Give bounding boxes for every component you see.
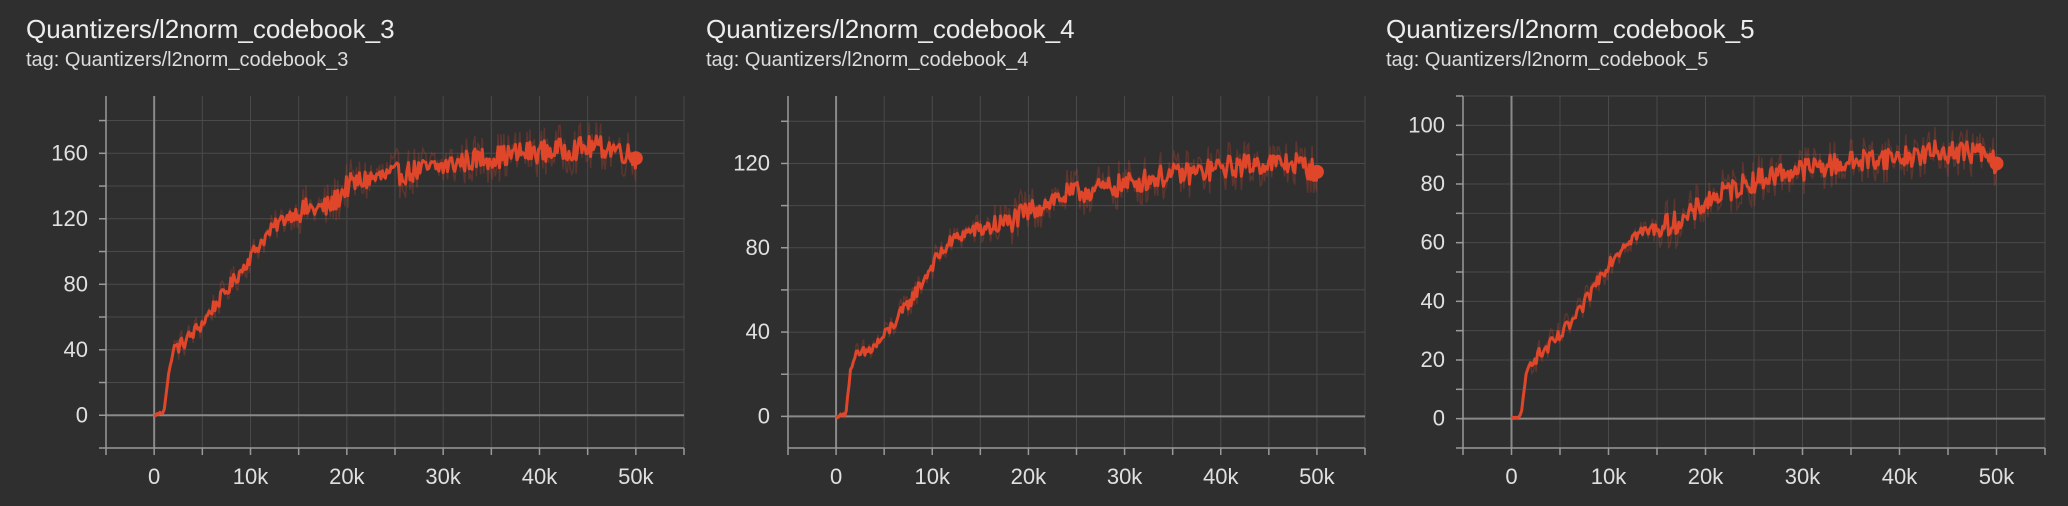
y-tick-label: 120 [51, 206, 88, 231]
x-tick-label: 40k [1882, 464, 1918, 489]
x-tick-label: 30k [1107, 464, 1143, 489]
y-tick-label: 80 [64, 271, 88, 296]
x-tick-label: 0 [148, 464, 160, 489]
chart-title: Quantizers/l2norm_codebook_5 [1386, 14, 1755, 44]
y-tick-label: 100 [1408, 112, 1445, 137]
series-line[interactable] [153, 134, 638, 418]
y-tick-label: 160 [51, 140, 88, 165]
x-tick-label: 20k [1011, 464, 1047, 489]
y-tick-label: 60 [1421, 230, 1445, 255]
chart-plot[interactable]: 0 10k 20k 30k 40k 50k 0 40 80 120 [680, 0, 1366, 506]
chart-title: Quantizers/l2norm_codebook_4 [706, 14, 1075, 44]
y-tick-label: 20 [1421, 347, 1445, 372]
x-tick-label: 10k [233, 464, 269, 489]
x-tick-label: 50k [1979, 464, 2015, 489]
chart-plot[interactable]: 0 10k 20k 30k 40k 50k 0 20 40 60 80 100 [1360, 0, 2046, 506]
x-tick-label: 20k [1688, 464, 1724, 489]
y-tick-label: 40 [64, 337, 88, 362]
y-tick-label: 40 [1421, 288, 1445, 313]
y-tick-label: 0 [758, 403, 770, 428]
chart-plot[interactable]: 0 10k 20k 30k 40k 50k 0 40 80 120 160 [0, 0, 685, 506]
series-line[interactable] [834, 152, 1319, 419]
series-line[interactable] [1511, 139, 1998, 420]
x-tick-label: 30k [425, 464, 461, 489]
y-tick-label: 0 [1433, 406, 1445, 431]
series-end-marker[interactable] [628, 151, 643, 166]
x-tick-label: 40k [522, 464, 558, 489]
x-tick-label: 10k [1591, 464, 1627, 489]
y-tick-label: 40 [746, 319, 770, 344]
x-tick-label: 0 [830, 464, 842, 489]
x-tick-label: 40k [1203, 464, 1239, 489]
y-tick-label: 0 [76, 402, 88, 427]
y-tick-label: 80 [1421, 171, 1445, 196]
series-end-marker[interactable] [1989, 156, 2004, 171]
grid [787, 96, 1366, 448]
x-tick-label: 50k [1299, 464, 1335, 489]
chart-panel-1: Quantizers/l2norm_codebook_3 tag: Quanti… [0, 0, 685, 506]
chart-title: Quantizers/l2norm_codebook_3 [26, 14, 395, 44]
chart-panel-3: Quantizers/l2norm_codebook_5 tag: Quanti… [1360, 0, 2046, 506]
y-tick-label: 80 [746, 235, 770, 260]
x-tick-label: 0 [1505, 464, 1517, 489]
x-tick-label: 20k [329, 464, 365, 489]
chart-tag: tag: Quantizers/l2norm_codebook_4 [706, 49, 1029, 71]
series-raw-line [1511, 126, 1998, 421]
y-tick-label: 120 [733, 150, 770, 175]
x-tick-label: 50k [618, 464, 654, 489]
chart-tag: tag: Quantizers/l2norm_codebook_5 [1386, 49, 1709, 71]
x-tick-label: 10k [915, 464, 951, 489]
chart-panel-2: Quantizers/l2norm_codebook_4 tag: Quanti… [680, 0, 1366, 506]
grid [105, 96, 685, 449]
chart-tag: tag: Quantizers/l2norm_codebook_3 [26, 49, 349, 71]
series-end-marker[interactable] [1309, 164, 1324, 179]
x-tick-label: 30k [1785, 464, 1821, 489]
